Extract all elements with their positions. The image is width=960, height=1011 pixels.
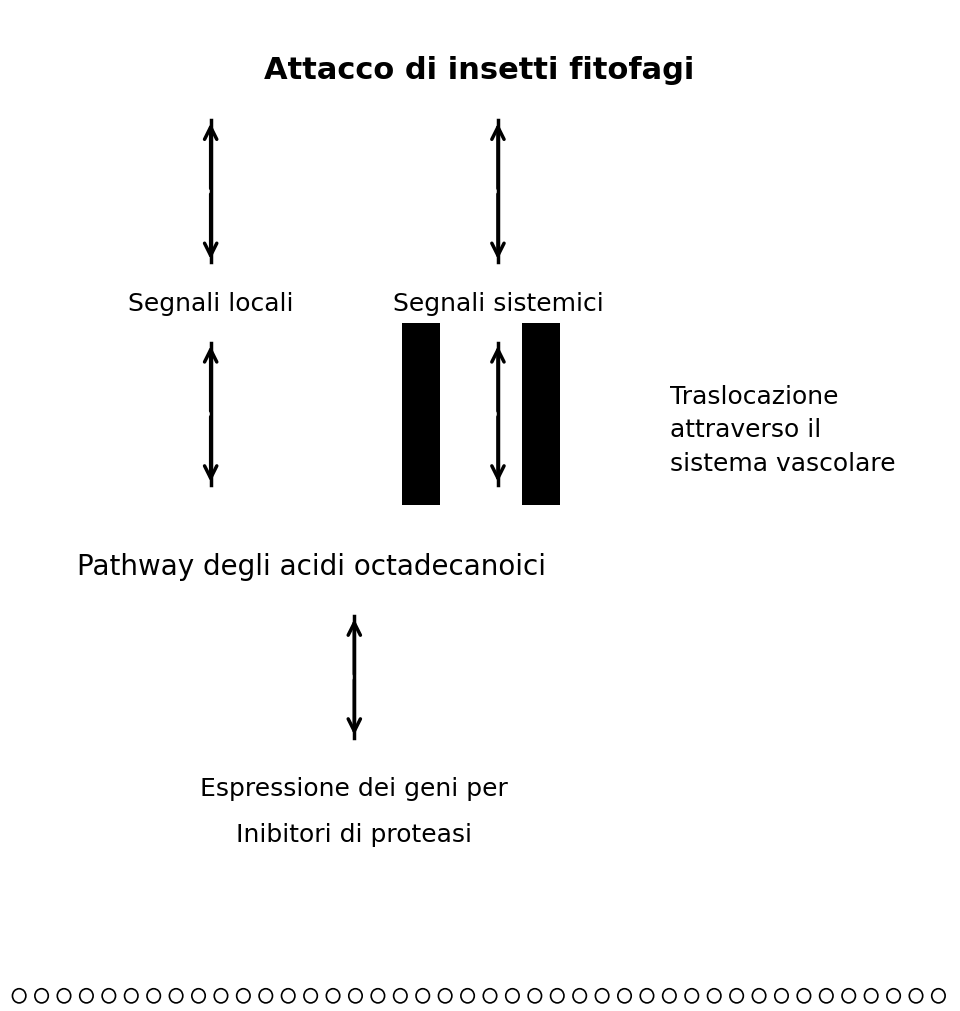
Text: Inibitori di proteasi: Inibitori di proteasi <box>236 822 472 846</box>
Text: Traslocazione
attraverso il
sistema vascolare: Traslocazione attraverso il sistema vasc… <box>670 384 896 475</box>
Text: Attacco di insetti fitofagi: Attacco di insetti fitofagi <box>264 57 694 85</box>
Bar <box>522 324 561 506</box>
Text: Segnali sistemici: Segnali sistemici <box>393 291 603 315</box>
Text: Segnali locali: Segnali locali <box>128 291 294 315</box>
Bar <box>402 324 441 506</box>
Text: Espressione dei geni per: Espressione dei geni per <box>201 776 508 801</box>
Text: Pathway degli acidi octadecanoici: Pathway degli acidi octadecanoici <box>77 552 545 580</box>
